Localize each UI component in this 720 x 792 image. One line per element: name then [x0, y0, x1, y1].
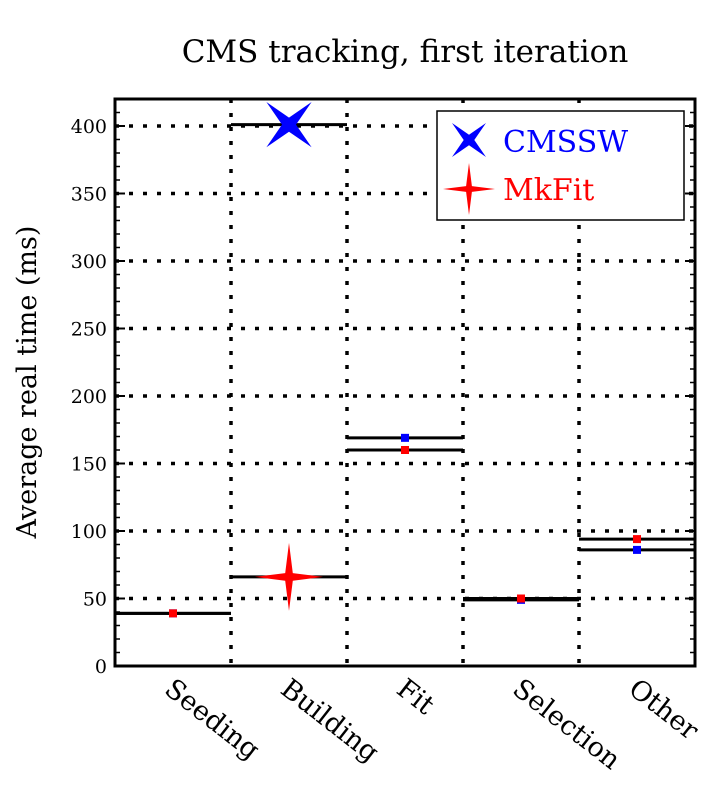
legend-label-mkfit: MkFit [503, 173, 594, 208]
y-tick-label-400: 400 [71, 116, 107, 138]
x-tick-label-building: Building [275, 673, 385, 768]
legend-entry-cmssw: CMSSW [452, 123, 628, 160]
legend-label-cmssw: CMSSW [503, 125, 628, 160]
y-axis-label: Average real time (ms) [12, 226, 43, 540]
legend: CMSSW MkFit [436, 110, 685, 221]
x-tick-label-seeding: Seeding [159, 673, 266, 766]
marker-mkfit-selection [517, 594, 525, 603]
y-tick-label-300: 300 [71, 251, 107, 273]
legend-marker-cmssw [452, 123, 486, 157]
plot-frame [113, 97, 697, 668]
y-tick-label-0: 0 [95, 656, 107, 678]
axis-ticks: 0 50 100 150 200 250 300 350 400 [71, 98, 695, 678]
data-markers [169, 102, 641, 618]
x-tick-label-other: Other [623, 673, 705, 746]
marker-cmssw-building [266, 102, 312, 148]
x-tick-label-fit: Fit [391, 673, 440, 721]
x-tick-label-selection: Selection [507, 673, 626, 776]
chart-title: CMS tracking, first iteration [182, 34, 629, 70]
y-tick-label-250: 250 [71, 319, 107, 341]
marker-cmssw-fit [401, 433, 409, 442]
y-tick-label-150: 150 [71, 454, 107, 476]
legend-entry-mkfit: MkFit [443, 163, 594, 215]
y-tick-label-50: 50 [83, 589, 107, 611]
legend-symbol-mkfit [443, 163, 495, 215]
marker-mkfit-other [633, 535, 641, 544]
grid [115, 99, 695, 666]
marker-mkfit-building [255, 542, 323, 611]
y-tick-label-100: 100 [71, 521, 107, 543]
marker-mkfit-seeding [169, 609, 177, 618]
marker-cmssw-other [633, 545, 641, 554]
legend-marker-mkfit [443, 163, 495, 215]
legend-symbol-cmssw [452, 123, 486, 157]
marker-mkfit-fit [401, 446, 409, 454]
y-tick-label-200: 200 [71, 386, 107, 408]
y-tick-label-350: 350 [71, 184, 107, 206]
